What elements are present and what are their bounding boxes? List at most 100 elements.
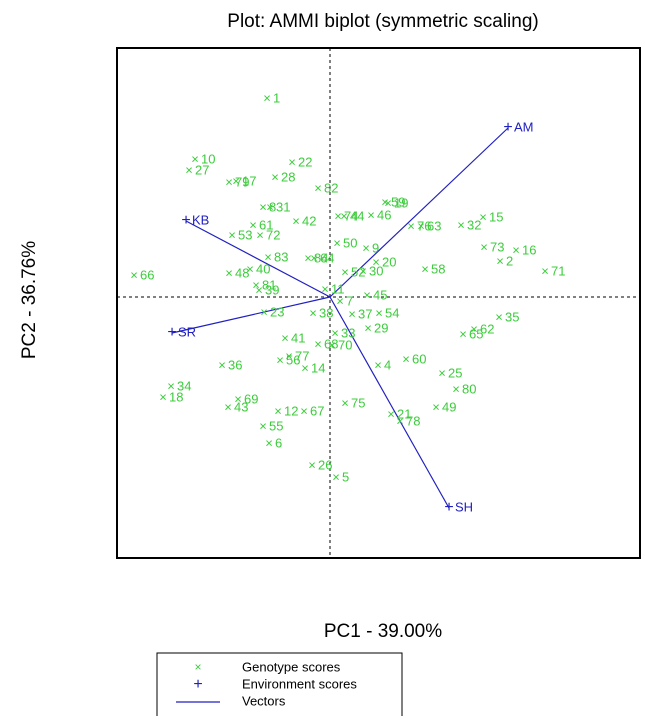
genotype-label: 60 (412, 351, 426, 366)
genotype-marker: × (457, 217, 465, 232)
environment-label: AM (514, 119, 534, 134)
genotype-label: 25 (448, 365, 462, 380)
environment-marker: + (503, 119, 512, 136)
genotype-label: 41 (291, 330, 305, 345)
genotype-marker: × (341, 264, 349, 279)
genotype-label: 2 (506, 253, 513, 268)
x-axis-label: PC1 - 39.00% (324, 621, 442, 642)
genotype-marker: × (249, 217, 257, 232)
genotype-marker: × (495, 309, 503, 324)
genotype-marker: × (438, 365, 446, 380)
legend-marker: × (194, 660, 201, 674)
chart-title: Plot: AMMI biplot (symmetric scaling) (227, 11, 538, 32)
genotype-label: 55 (269, 418, 283, 433)
genotype-label: 83 (274, 249, 288, 264)
genotype-marker: × (266, 199, 274, 214)
genotype-marker: × (432, 399, 440, 414)
genotype-label: 9 (372, 240, 379, 255)
genotype-label: 45 (373, 287, 387, 302)
genotype-label: 68 (324, 336, 338, 351)
genotype-marker: × (159, 389, 167, 404)
genotype-label: 5 (342, 469, 349, 484)
genotype-label: 7 (346, 293, 353, 308)
genotype-label: 56 (286, 352, 300, 367)
genotype-marker: × (281, 330, 289, 345)
genotype-marker: × (396, 413, 404, 428)
genotype-label: 26 (318, 457, 332, 472)
genotype-marker: × (336, 293, 344, 308)
legend-label: Vectors (242, 693, 286, 708)
genotype-label: 22 (298, 154, 312, 169)
genotype-marker: × (265, 435, 273, 450)
environment-marker: + (444, 499, 453, 516)
genotype-label: 72 (266, 227, 280, 242)
genotype-marker: × (387, 406, 395, 421)
genotype-marker: × (334, 208, 342, 223)
genotype-marker: × (402, 351, 410, 366)
genotype-label: 58 (431, 261, 445, 276)
genotype-marker: × (479, 209, 487, 224)
genotype-marker: × (314, 336, 322, 351)
genotype-marker: × (470, 321, 478, 336)
genotype-marker: × (333, 235, 341, 250)
genotype-label: 74 (344, 208, 358, 223)
genotype-marker: × (271, 169, 279, 184)
genotype-marker: × (541, 263, 549, 278)
genotype-marker: × (252, 277, 260, 292)
genotype-label: 10 (201, 151, 215, 166)
genotype-marker: × (367, 207, 375, 222)
genotype-marker: × (300, 403, 308, 418)
environment-marker: + (167, 324, 176, 341)
genotype-marker: × (130, 267, 138, 282)
vector (329, 296, 450, 509)
genotype-label: 18 (169, 389, 183, 404)
genotype-label: 17 (242, 173, 256, 188)
genotype-label: 12 (284, 403, 298, 418)
genotype-marker: × (304, 250, 312, 265)
genotype-label: 67 (310, 403, 324, 418)
genotype-marker: × (308, 457, 316, 472)
genotype-label: 21 (397, 406, 411, 421)
genotype-label: 54 (385, 305, 399, 320)
genotype-marker: × (191, 151, 199, 166)
genotype-marker: × (374, 357, 382, 372)
genotype-label: 78 (406, 413, 420, 428)
genotype-label: 46 (377, 207, 391, 222)
genotype-marker: × (256, 227, 264, 242)
environment-marker: + (181, 212, 190, 229)
genotype-label: 53 (238, 227, 252, 242)
genotype-label: 69 (244, 391, 258, 406)
genotype-label: 1 (273, 90, 280, 105)
genotype-label: 66 (140, 267, 154, 282)
genotype-marker: × (321, 281, 329, 296)
genotype-label: 59 (391, 194, 405, 209)
genotype-marker: × (310, 250, 318, 265)
genotype-marker: × (459, 326, 467, 341)
genotype-marker: × (263, 90, 271, 105)
genotype-label: 4 (384, 357, 391, 372)
genotype-marker: × (512, 242, 520, 257)
genotype-marker: × (274, 403, 282, 418)
genotype-marker: × (362, 240, 370, 255)
genotype-label: 61 (259, 217, 273, 232)
genotype-marker: × (301, 360, 309, 375)
genotype-marker: × (363, 287, 371, 302)
genotype-marker: × (331, 325, 339, 340)
genotype-label: 70 (338, 337, 352, 352)
genotype-marker: × (309, 305, 317, 320)
genotype-marker: × (359, 263, 367, 278)
genotype-marker: × (328, 337, 336, 352)
legend-label: Environment scores (242, 676, 357, 691)
genotype-marker: × (288, 154, 296, 169)
genotype-label: 31 (276, 199, 290, 214)
genotype-label: 52 (351, 264, 365, 279)
genotype-marker: × (417, 218, 425, 233)
genotype-label: 19 (394, 195, 408, 210)
legend-label: Genotype scores (242, 659, 341, 674)
genotype-label: 14 (311, 360, 325, 375)
genotype-label: 49 (442, 399, 456, 414)
genotype-marker: × (421, 261, 429, 276)
genotype-label: 50 (343, 235, 357, 250)
genotype-label: 8 (269, 199, 276, 214)
